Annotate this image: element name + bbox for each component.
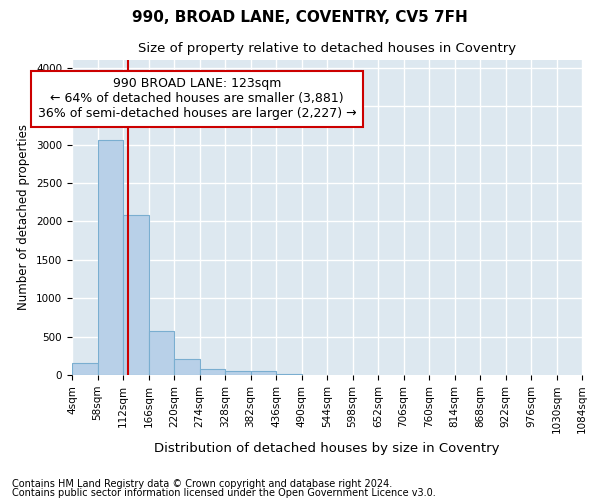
Text: Contains HM Land Registry data © Crown copyright and database right 2024.: Contains HM Land Registry data © Crown c… bbox=[12, 479, 392, 489]
Bar bbox=[251, 371, 276, 375]
Text: Contains public sector information licensed under the Open Government Licence v3: Contains public sector information licen… bbox=[12, 488, 436, 498]
Text: 990, BROAD LANE, COVENTRY, CV5 7FH: 990, BROAD LANE, COVENTRY, CV5 7FH bbox=[132, 10, 468, 25]
Bar bbox=[276, 374, 302, 375]
Bar bbox=[72, 364, 97, 375]
X-axis label: Distribution of detached houses by size in Coventry: Distribution of detached houses by size … bbox=[154, 442, 500, 454]
Y-axis label: Number of detached properties: Number of detached properties bbox=[17, 124, 31, 310]
Bar bbox=[123, 215, 149, 375]
Bar bbox=[200, 369, 225, 375]
Bar bbox=[97, 140, 123, 375]
Bar bbox=[225, 371, 251, 375]
Text: 990 BROAD LANE: 123sqm
← 64% of detached houses are smaller (3,881)
36% of semi-: 990 BROAD LANE: 123sqm ← 64% of detached… bbox=[38, 78, 356, 120]
Bar bbox=[174, 359, 199, 375]
Title: Size of property relative to detached houses in Coventry: Size of property relative to detached ho… bbox=[138, 42, 516, 54]
Bar bbox=[149, 331, 174, 375]
